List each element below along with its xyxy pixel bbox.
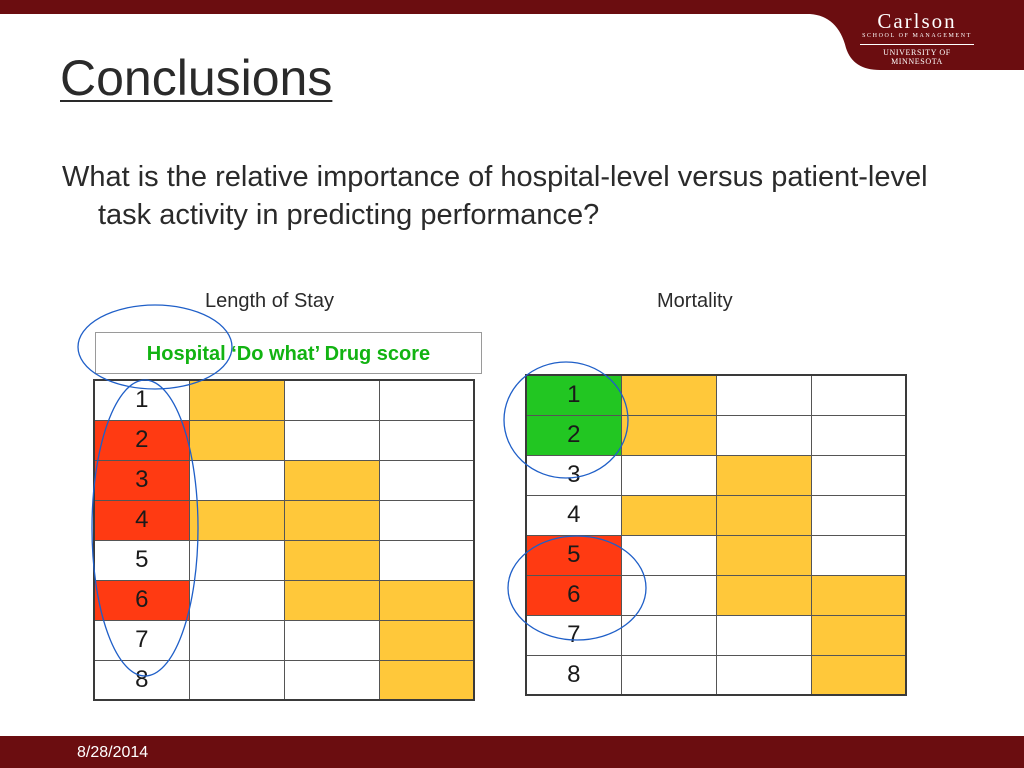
logo-name: Carlson [877, 9, 957, 33]
los-row-1: 1 [93, 379, 475, 421]
mortality-color-cell [620, 454, 717, 496]
mortality-color-cell [715, 614, 812, 656]
los-color-cell [378, 659, 475, 701]
length-of-stay-title: Length of Stay [205, 290, 334, 312]
mortality-color-cell [620, 414, 717, 456]
mortality-color-cell [715, 374, 812, 416]
mortality-color-cell [620, 574, 717, 616]
mortality-color-cell [810, 654, 907, 696]
los-row-8: 8 [93, 659, 475, 701]
mortality-row-5: 5 [525, 534, 907, 576]
mortality-rank-cell: 1 [525, 374, 622, 416]
los-color-cell [188, 379, 285, 421]
los-row-5: 5 [93, 539, 475, 581]
los-rank-cell: 2 [93, 419, 190, 461]
mortality-color-cell [715, 414, 812, 456]
los-color-cell [378, 379, 475, 421]
mortality-color-cell [715, 494, 812, 536]
mortality-color-cell [715, 534, 812, 576]
los-color-cell [283, 379, 380, 421]
slide-title: Conclusions [60, 50, 333, 106]
mortality-rank-cell: 4 [525, 494, 622, 536]
mortality-color-cell [810, 454, 907, 496]
los-row-3: 3 [93, 459, 475, 501]
los-color-cell [188, 579, 285, 621]
mortality-title: Mortality [657, 290, 733, 312]
mortality-row-4: 4 [525, 494, 907, 536]
mortality-color-cell [620, 654, 717, 696]
mortality-row-8: 8 [525, 654, 907, 696]
los-row-4: 4 [93, 499, 475, 541]
mortality-row-6: 6 [525, 574, 907, 616]
los-row-7: 7 [93, 619, 475, 661]
los-color-cell [283, 619, 380, 661]
los-color-cell [283, 499, 380, 541]
los-color-cell [378, 539, 475, 581]
los-rank-cell: 8 [93, 659, 190, 701]
los-row-2: 2 [93, 419, 475, 461]
los-rank-cell: 4 [93, 499, 190, 541]
los-color-cell [188, 419, 285, 461]
los-rank-cell: 1 [93, 379, 190, 421]
los-color-cell [378, 459, 475, 501]
los-color-cell [378, 419, 475, 461]
mortality-rank-cell: 8 [525, 654, 622, 696]
mortality-color-cell [620, 494, 717, 536]
los-color-cell [188, 459, 285, 501]
los-rank-cell: 3 [93, 459, 190, 501]
mortality-color-cell [810, 534, 907, 576]
mortality-color-cell [810, 374, 907, 416]
los-color-cell [283, 659, 380, 701]
mortality-rank-cell: 5 [525, 534, 622, 576]
slide-date: 8/28/2014 [77, 744, 149, 761]
los-color-cell [283, 579, 380, 621]
mortality-color-cell [620, 614, 717, 656]
slide-question: What is the relative importance of hospi… [62, 161, 928, 231]
drug-score-box: Hospital ‘Do what’ Drug score [95, 332, 482, 374]
mortality-rank-cell: 2 [525, 414, 622, 456]
los-color-cell [188, 499, 285, 541]
los-color-cell [188, 539, 285, 581]
los-color-cell [283, 459, 380, 501]
mortality-color-cell [620, 374, 717, 416]
los-color-cell [188, 659, 285, 701]
mortality-row-2: 2 [525, 414, 907, 456]
mortality-color-cell [810, 494, 907, 536]
los-row-6: 6 [93, 579, 475, 621]
los-color-cell [378, 579, 475, 621]
logo-divider [860, 44, 974, 45]
mortality-row-1: 1 [525, 374, 907, 416]
carlson-logo: Carlson School of Management University … [858, 10, 976, 66]
los-color-cell [283, 539, 380, 581]
logo-university: University of Minnesota [883, 48, 951, 66]
drug-score-label: Hospital ‘Do what’ Drug score [146, 343, 431, 365]
los-color-cell [283, 419, 380, 461]
mortality-color-cell [810, 614, 907, 656]
mortality-rank-cell: 7 [525, 614, 622, 656]
los-color-cell [378, 619, 475, 661]
mortality-color-cell [715, 454, 812, 496]
los-rank-cell: 6 [93, 579, 190, 621]
mortality-row-3: 3 [525, 454, 907, 496]
top-brand-bar [0, 0, 1024, 14]
mortality-color-cell [810, 414, 907, 456]
los-color-cell [188, 619, 285, 661]
mortality-rank-cell: 3 [525, 454, 622, 496]
los-rank-cell: 5 [93, 539, 190, 581]
mortality-color-cell [810, 574, 907, 616]
mortality-color-cell [715, 654, 812, 696]
bottom-brand-bar [0, 736, 1024, 768]
los-rank-cell: 7 [93, 619, 190, 661]
mortality-row-7: 7 [525, 614, 907, 656]
mortality-rank-cell: 6 [525, 574, 622, 616]
mortality-color-cell [620, 534, 717, 576]
logo-school: School of Management [862, 33, 972, 39]
mortality-color-cell [715, 574, 812, 616]
los-color-cell [378, 499, 475, 541]
